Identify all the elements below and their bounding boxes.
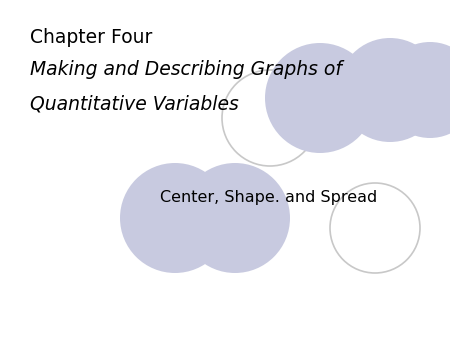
Text: Making and Describing Graphs of: Making and Describing Graphs of xyxy=(30,60,342,79)
Text: Center, Shape. and Spread: Center, Shape. and Spread xyxy=(160,190,377,205)
Circle shape xyxy=(382,42,450,138)
Circle shape xyxy=(338,38,442,142)
Text: Chapter Four: Chapter Four xyxy=(30,28,153,47)
Circle shape xyxy=(180,163,290,273)
Circle shape xyxy=(120,163,230,273)
Text: Quantitative Variables: Quantitative Variables xyxy=(30,95,239,114)
Circle shape xyxy=(265,43,375,153)
